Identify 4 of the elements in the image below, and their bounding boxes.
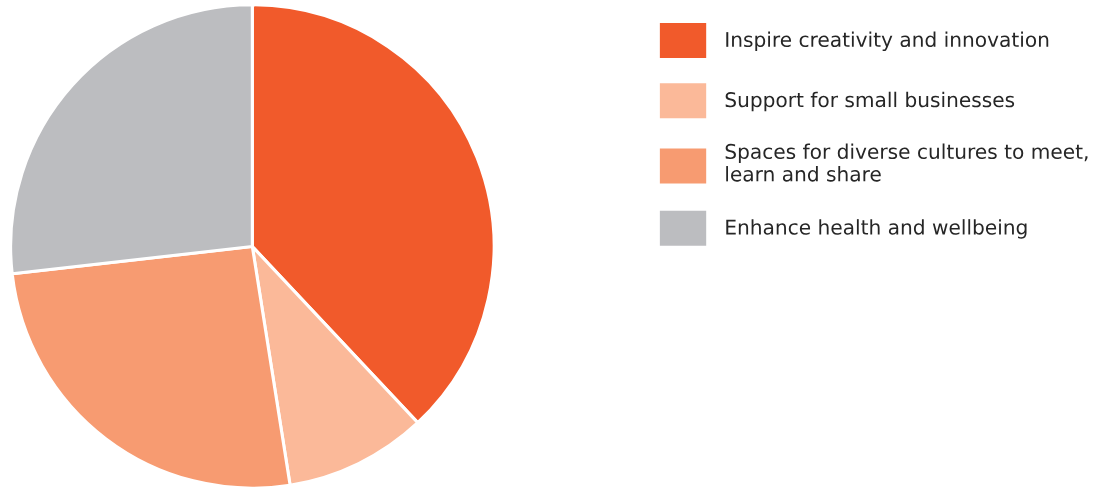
legend-label: Enhance health and wellbeing bbox=[726, 219, 1027, 239]
legend-label: Support for small businesses bbox=[725, 91, 1015, 112]
legend-label: Spaces for diverse cultures to meet, learn and share bbox=[725, 143, 1088, 182]
legend-label: Inspire creativity and innovation bbox=[726, 31, 1049, 52]
